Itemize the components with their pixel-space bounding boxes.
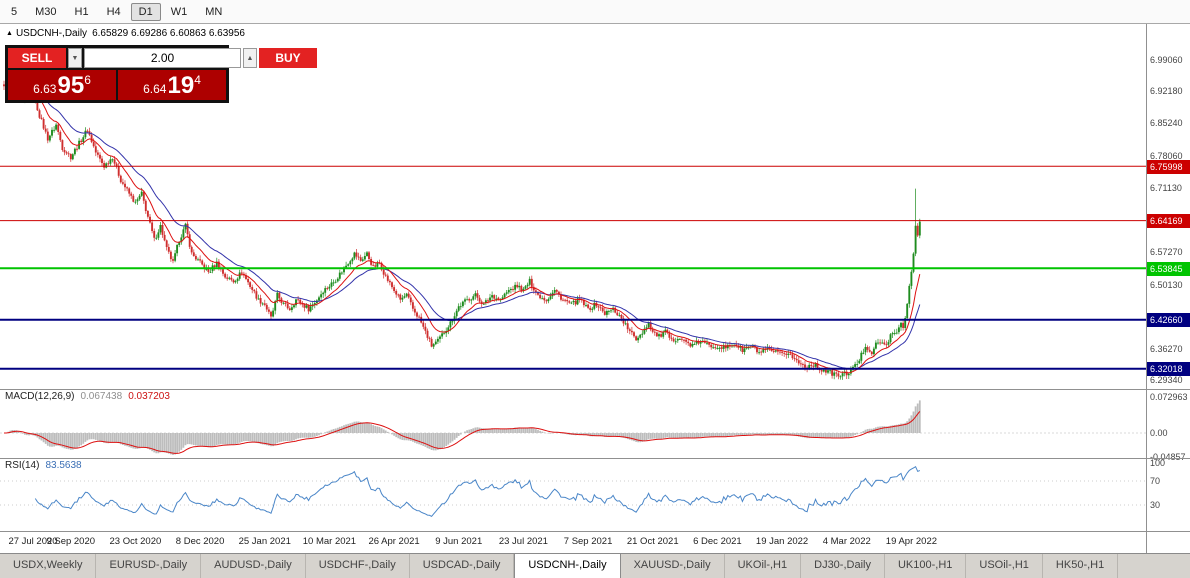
tab-eurusd-daily[interactable]: EURUSD-,Daily bbox=[96, 554, 202, 578]
price-axis-label: 6.71130 bbox=[1150, 183, 1182, 194]
tab-usdcnh-daily[interactable]: USDCNH-,Daily bbox=[514, 554, 621, 578]
sell-price-prefix: 6.63 bbox=[33, 82, 57, 96]
date-axis-label: 10 Mar 2021 bbox=[302, 536, 357, 547]
date-axis-label: 23 Jul 2021 bbox=[498, 536, 548, 547]
price-level-badge: 6.64169 bbox=[1147, 214, 1190, 229]
macd-main-value: 0.067438 bbox=[80, 391, 123, 402]
date-axis-label: 4 Mar 2022 bbox=[822, 536, 871, 547]
rsi-axis-label: 100 bbox=[1150, 458, 1166, 468]
macd-chart bbox=[0, 389, 1146, 463]
timeframe-button-w1[interactable]: W1 bbox=[170, 5, 188, 18]
price-axis-label: 6.57270 bbox=[1150, 246, 1183, 257]
price-axis-label: 6.36270 bbox=[1150, 343, 1183, 354]
buy-price-big-digits: 19 bbox=[167, 72, 195, 100]
macd-indicator-panel: MACD(12,26,9) 0.067438 0.037203 bbox=[0, 389, 1146, 458]
tab-dj30-daily[interactable]: DJ30-,Daily bbox=[801, 554, 885, 578]
chart-symbol-label: USDCNH-,Daily bbox=[15, 28, 88, 39]
tab-ukoil-h1[interactable]: UKOil-,H1 bbox=[725, 554, 802, 578]
buy-price-pip-digit: 4 bbox=[194, 73, 201, 87]
price-level-badge: 6.53845 bbox=[1147, 261, 1190, 276]
date-axis-label: 23 Oct 2020 bbox=[109, 536, 162, 547]
date-axis-label: 19 Apr 2022 bbox=[885, 536, 938, 547]
chart-ohlc-values: 6.65829 6.69286 6.60863 6.63956 bbox=[92, 28, 245, 39]
timeframe-button-d1[interactable]: D1 bbox=[130, 2, 161, 21]
macd-axis-label: 0.00 bbox=[1150, 428, 1168, 438]
timeframe-button-h1[interactable]: H1 bbox=[74, 5, 89, 18]
sell-price-pip-digit: 6 bbox=[84, 73, 91, 87]
date-axis-label: 26 Apr 2021 bbox=[368, 536, 420, 547]
chevron-up-icon: ▲ bbox=[246, 54, 254, 62]
timeframe-buttons: 5 M30 H1 H4 D1 W1 MN bbox=[2, 2, 231, 21]
price-level-badge: 6.32018 bbox=[1147, 362, 1190, 377]
collapse-triangle-icon: ▲ bbox=[6, 30, 13, 37]
chevron-down-icon: ▼ bbox=[71, 54, 79, 62]
date-axis-label: 9 Sep 2020 bbox=[46, 536, 96, 547]
trade-buttons-row: SELL ▼ ▲ BUY bbox=[8, 48, 317, 68]
tab-usoil-h1[interactable]: USOil-,H1 bbox=[966, 554, 1043, 578]
rsi-axis-label: 70 bbox=[1150, 476, 1161, 486]
price-axis-label: 6.85240 bbox=[1150, 118, 1183, 129]
tab-hk50-h1[interactable]: HK50-,H1 bbox=[1043, 554, 1119, 578]
timeframe-toolbar: 5 M30 H1 H4 D1 W1 MN bbox=[0, 0, 1190, 24]
macd-axis-label: 0.072963 bbox=[1150, 392, 1188, 402]
date-axis-label: 7 Sep 2021 bbox=[563, 536, 613, 547]
date-axis-label: 25 Jan 2021 bbox=[238, 536, 291, 547]
panel-separator[interactable] bbox=[0, 458, 1190, 459]
price-level-badge: 6.75998 bbox=[1147, 159, 1190, 174]
buy-price-display[interactable]: 6.64 19 4 bbox=[118, 70, 226, 100]
price-axis-label: 6.50130 bbox=[1150, 279, 1183, 290]
date-axis-label: 27 Jul 2020 bbox=[8, 536, 58, 547]
one-click-trade-panel: SELL ▼ ▲ BUY 6.63 95 6 6.64 19 4 bbox=[5, 45, 317, 103]
date-axis-label: 19 Jan 2022 bbox=[755, 536, 809, 547]
macd-signal-value: 0.037203 bbox=[128, 391, 170, 402]
tab-usdchf-daily[interactable]: USDCHF-,Daily bbox=[306, 554, 410, 578]
candlestick-chart[interactable] bbox=[0, 24, 1146, 394]
date-axis-label: 6 Dec 2021 bbox=[693, 536, 742, 547]
axis-separator bbox=[1146, 24, 1147, 553]
rsi-indicator-panel: RSI(14) 83.5638 bbox=[0, 458, 1146, 531]
panel-separator[interactable] bbox=[0, 389, 1190, 390]
price-level-badge: 6.42660 bbox=[1147, 313, 1190, 328]
main-chart-panel[interactable]: ▲ USDCNH-,Daily 6.65829 6.69286 6.60863 6.… bbox=[0, 24, 1146, 389]
rsi-label: RSI(14) 83.5638 bbox=[5, 460, 82, 471]
chart-title: ▲ USDCNH-,Daily 6.65829 6.69286 6.60863 6.… bbox=[6, 28, 245, 39]
sell-button[interactable]: SELL bbox=[8, 48, 66, 68]
tab-usdcad-daily[interactable]: USDCAD-,Daily bbox=[410, 554, 515, 578]
price-axis-label: 6.92180 bbox=[1150, 86, 1183, 97]
tab-uk100-h1[interactable]: UK100-,H1 bbox=[885, 554, 967, 578]
panel-separator bbox=[0, 531, 1190, 532]
tab-usdx-weekly[interactable]: USDX,Weekly bbox=[0, 554, 97, 578]
macd-name: MACD(12,26,9) bbox=[5, 391, 75, 402]
volume-input[interactable] bbox=[84, 48, 241, 68]
date-axis-label: 8 Dec 2020 bbox=[175, 536, 225, 547]
buy-price-prefix: 6.64 bbox=[143, 82, 167, 96]
date-axis-label: 9 Jun 2021 bbox=[435, 536, 483, 547]
chart-tabs-bar: USDX,Weekly EURUSD-,Daily AUDUSD-,Daily USD… bbox=[0, 553, 1190, 578]
date-axis-label: 21 Oct 2021 bbox=[626, 536, 679, 547]
buy-button[interactable]: BUY bbox=[259, 48, 317, 68]
rsi-axis-label: 30 bbox=[1150, 500, 1161, 510]
trade-prices-row: 6.63 95 6 6.64 19 4 bbox=[8, 70, 226, 100]
price-axis-label: 6.78060 bbox=[1150, 151, 1183, 162]
price-axis-label: 6.29340 bbox=[1150, 375, 1183, 386]
timeframe-button-5[interactable]: 5 bbox=[11, 5, 18, 18]
tab-xauusd-daily[interactable]: XAUUSD-,Daily bbox=[621, 554, 725, 578]
timeframe-button-m30[interactable]: M30 bbox=[35, 5, 57, 18]
rsi-chart bbox=[0, 458, 1146, 536]
sell-price-big-digits: 95 bbox=[57, 72, 85, 100]
macd-label: MACD(12,26,9) 0.067438 0.037203 bbox=[5, 391, 170, 402]
price-axis: 6.99060 6.92180 6.85240 6.78060 6.71130 6.572… bbox=[1147, 24, 1190, 553]
volume-increase-button[interactable]: ▲ bbox=[243, 48, 257, 68]
date-axis: 27 Jul 2020 9 Sep 2020 23 Oct 2020 8 Dec 20… bbox=[0, 531, 1146, 553]
macd-axis-label: -0.04857 bbox=[1150, 451, 1186, 462]
price-axis-label: 6.99060 bbox=[1150, 54, 1183, 65]
sell-price-display[interactable]: 6.63 95 6 bbox=[8, 70, 116, 100]
timeframe-button-mn[interactable]: MN bbox=[205, 5, 223, 18]
rsi-value: 83.5638 bbox=[45, 460, 82, 471]
rsi-name: RSI(14) bbox=[5, 460, 40, 471]
tab-audusd-daily[interactable]: AUDUSD-,Daily bbox=[201, 554, 306, 578]
volume-decrease-button[interactable]: ▼ bbox=[68, 48, 82, 68]
timeframe-button-h4[interactable]: H4 bbox=[106, 5, 121, 18]
